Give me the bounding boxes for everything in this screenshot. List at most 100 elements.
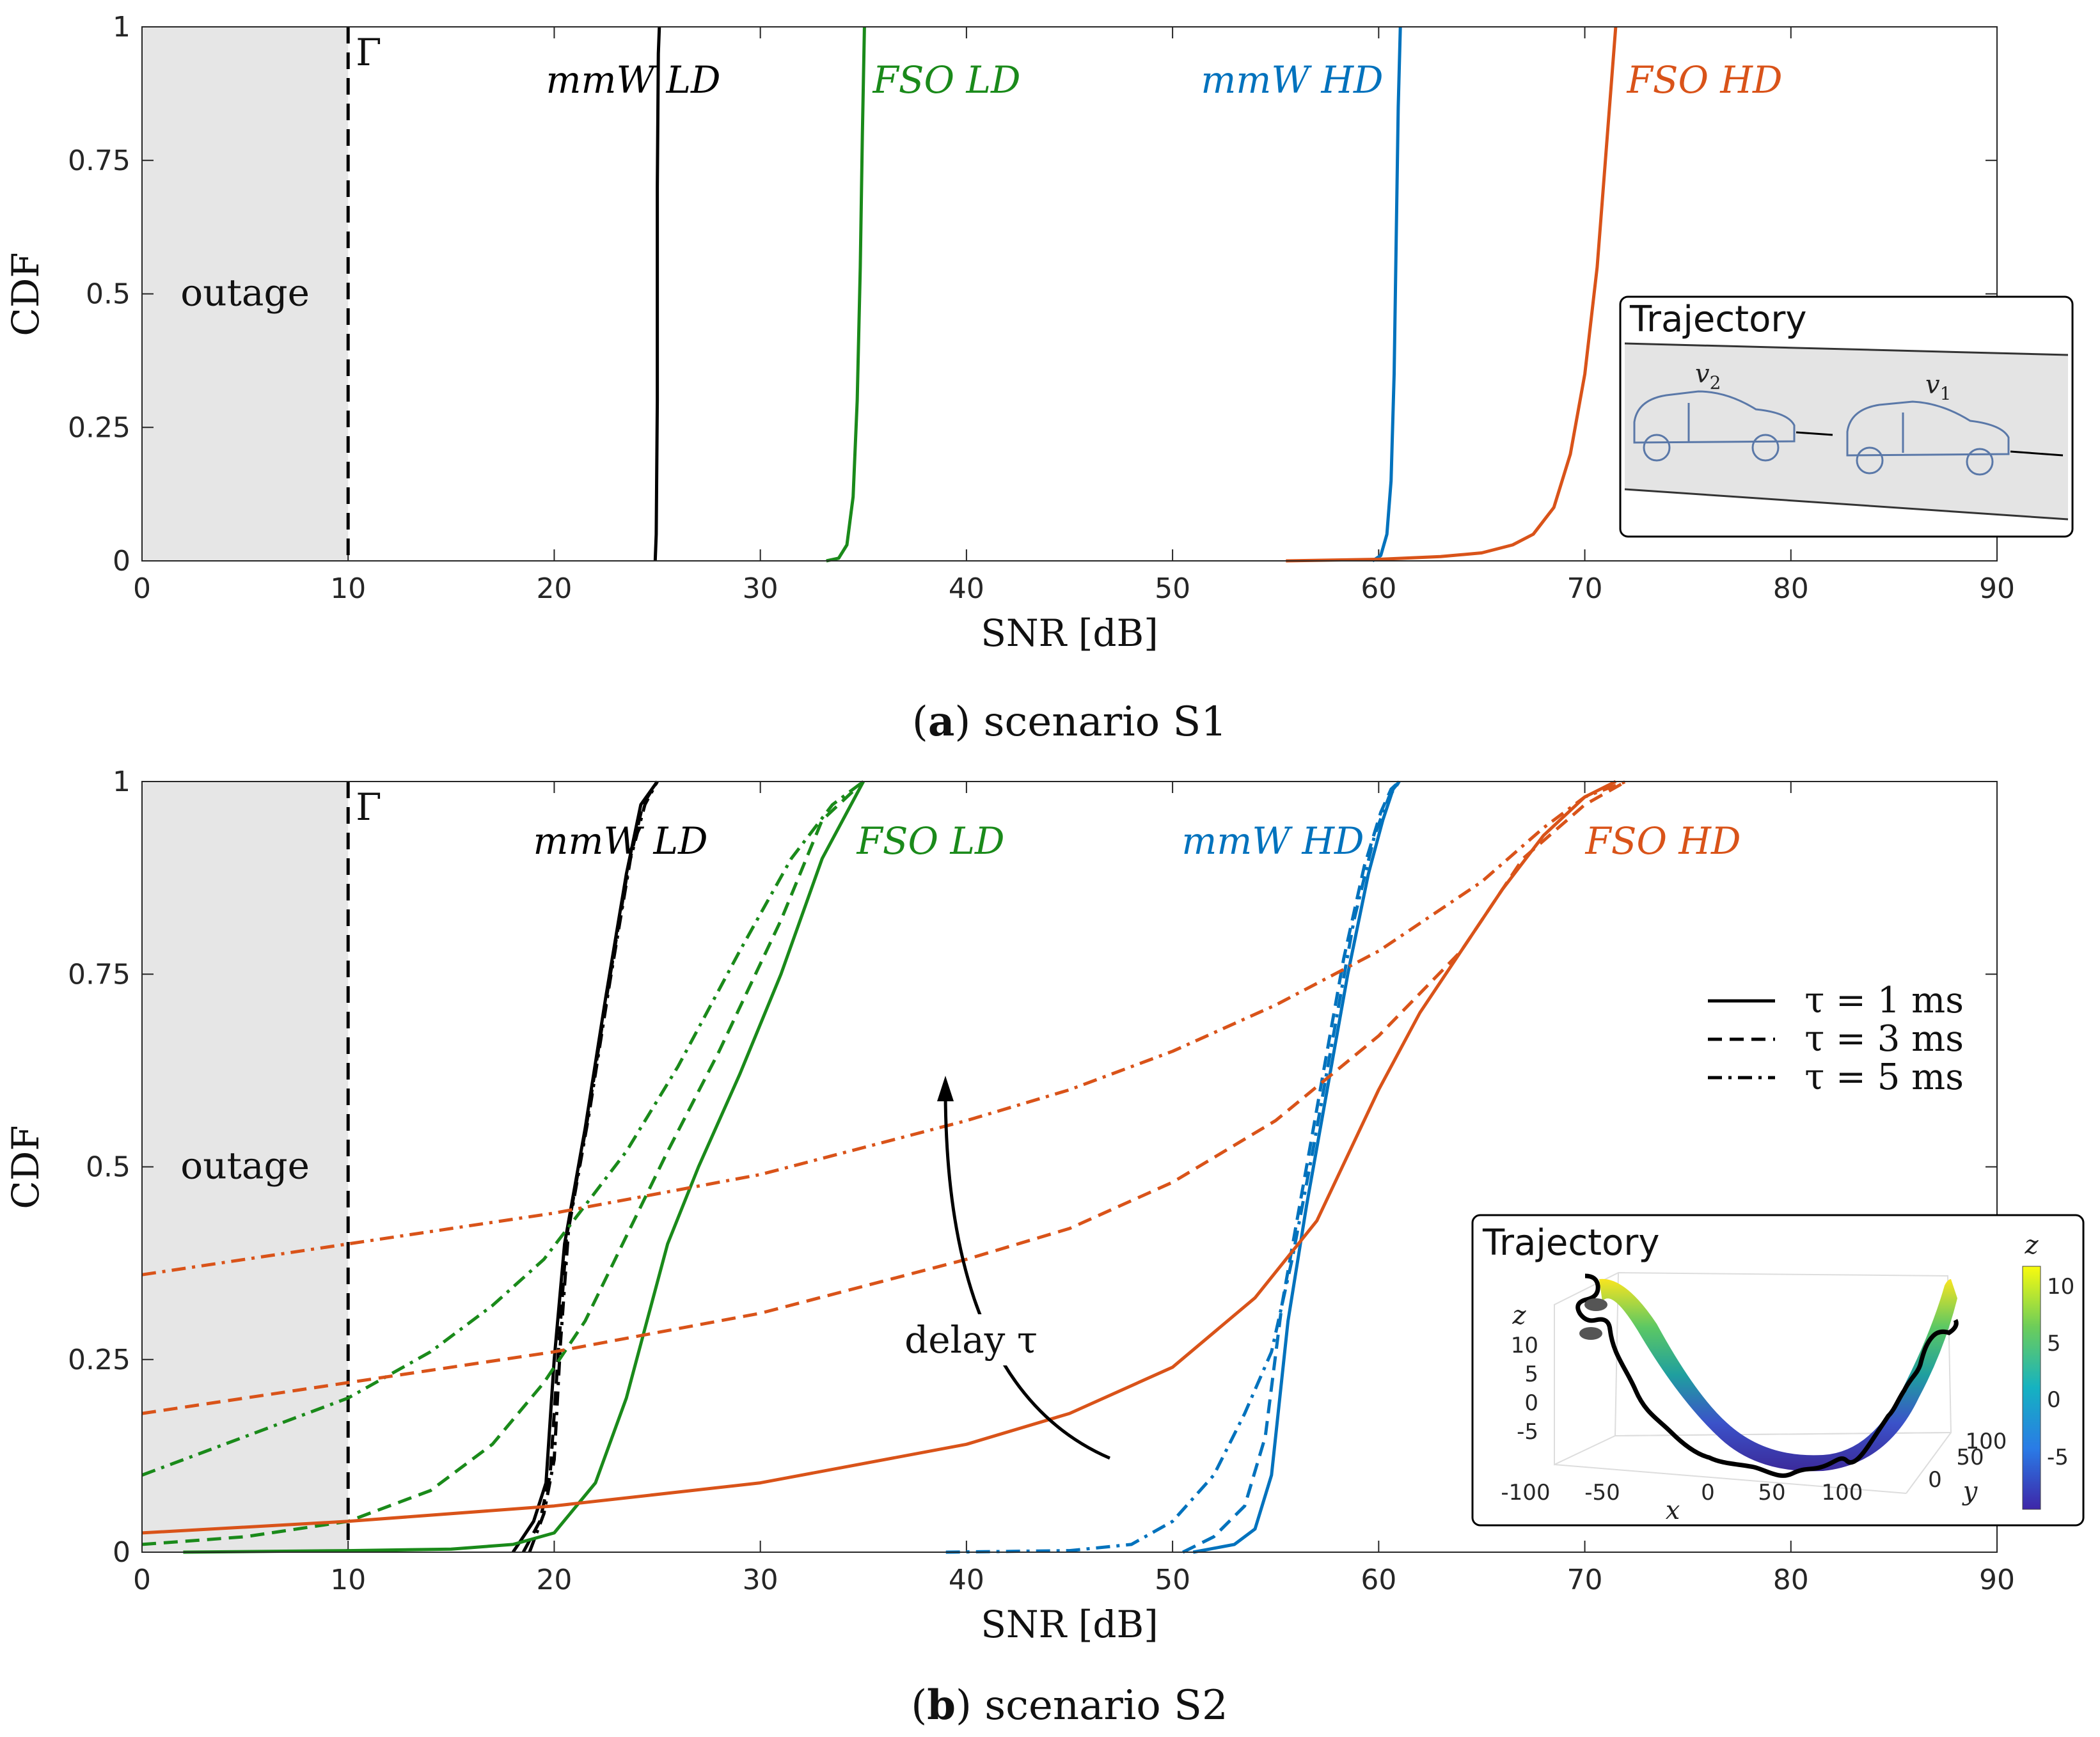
colorbar-tick-0: 0: [2047, 1387, 2061, 1413]
vehicle-icon-1: [1584, 1298, 1607, 1311]
label-fso-ld-b: FSO LD: [857, 819, 1005, 863]
x-tick-label: 30: [743, 1564, 778, 1596]
delay-label: delay τ: [904, 1318, 1038, 1362]
trajectory-path: [1575, 1273, 1959, 1478]
inset-trajectory-a: Trajectory v2 v1: [1619, 295, 2074, 538]
x-tick-label: 10: [330, 572, 366, 605]
threshold-label-b: Γ: [356, 785, 381, 829]
colorbar-tick-m5: -5: [2047, 1445, 2069, 1470]
vehicle-icon-2: [1579, 1327, 1602, 1340]
panel-a: outage 0 10 20 30 40 50 60 70 80 90 0 0.25 0.5 0.75 1…: [4, 11, 2074, 746]
series-line-mmw-hd-1: [1192, 780, 1401, 1554]
vehicle-v2-arrow: [1796, 431, 1833, 436]
inset-y-label: y: [1962, 1477, 1978, 1506]
legend: τ = 1 ms τ = 3 ms τ = 5 ms: [1708, 980, 1964, 1098]
series-line-fso-hd: [1286, 26, 1618, 563]
inset-z-tick-m5: -5: [1517, 1419, 1538, 1445]
vehicle-v1-arrow: [2010, 450, 2064, 457]
x-tick-label: 90: [1979, 1564, 2015, 1596]
x-axis-label-a: SNR [dB]: [981, 611, 1158, 655]
x-tick-label: 10: [330, 1564, 366, 1596]
legend-label-tau-5: τ = 5 ms: [1804, 1057, 1964, 1098]
y-axis-label-a: CDF: [4, 252, 47, 336]
x-tick-label: 0: [133, 1564, 151, 1596]
x-tick-label: 50: [1155, 572, 1190, 605]
vehicle-v1: [1846, 400, 2010, 476]
threshold-label-a: Γ: [356, 31, 381, 74]
x-tick-label: 0: [133, 572, 151, 605]
series-line-mmw-hd-5: [945, 780, 1401, 1554]
inset-y-tick-0: 0: [1928, 1467, 1942, 1493]
x-tick-label: 90: [1979, 572, 2015, 605]
series-line-fso-hd-3: [141, 780, 1627, 1415]
delay-label-bg: [899, 1314, 1043, 1365]
series-line-fso-ld-5: [141, 780, 865, 1477]
inset-x-label: x: [1666, 1496, 1680, 1525]
y-tick-label: 0: [113, 545, 130, 578]
series-line-fso-ld: [826, 26, 866, 563]
trajectory-surface: [1599, 1278, 1957, 1472]
inset-y-tick-100: 100: [1966, 1429, 2007, 1454]
inset-x-tick-0: 0: [1701, 1480, 1715, 1505]
series-line-mmw-hd: [1371, 26, 1402, 563]
inset-z-tick-10: 10: [1511, 1333, 1538, 1358]
x-tick-label: 40: [949, 572, 984, 605]
outage-label-a: outage: [180, 271, 310, 315]
colorbar-tick-5: 5: [2047, 1331, 2061, 1356]
x-axis-label-b: SNR [dB]: [981, 1603, 1158, 1646]
y-tick-label: 0.75: [68, 958, 130, 991]
y-tick-label: 0.25: [68, 411, 130, 444]
x-tick-label: 20: [536, 1564, 572, 1596]
series-line-fso-ld-1: [183, 780, 865, 1554]
outage-label-b: outage: [180, 1144, 310, 1188]
label-mmw-ld-b: mmW LD: [533, 819, 707, 863]
inset-x-tick-m50: -50: [1584, 1480, 1620, 1505]
y-tick-label: 0: [113, 1536, 130, 1569]
y-tick-label: 0.5: [86, 278, 130, 311]
x-tick-label: 40: [949, 1564, 984, 1596]
road-edge-bottom: [1624, 488, 2069, 521]
delay-arrow-head: [937, 1076, 954, 1101]
y-ticks-a: 0 0.25 0.5 0.75 1: [68, 11, 1997, 578]
y-tick-label: 1: [113, 766, 130, 798]
y-tick-label: 0.5: [86, 1151, 130, 1184]
x-tick-label: 80: [1773, 572, 1809, 605]
x-tick-label: 30: [743, 572, 778, 605]
inset-x-tick-50: 50: [1758, 1480, 1785, 1505]
inset-z-label: z: [1512, 1301, 1526, 1330]
colorbar-label: z: [2024, 1230, 2039, 1260]
label-fso-ld-a: FSO LD: [872, 58, 1021, 102]
series-line-fso-hd-5: [141, 780, 1627, 1277]
series-line-mmw-ld: [653, 26, 661, 562]
series-line-mmw-ld-5: [528, 780, 659, 1553]
panel-b: outage 0 10 20 30 40 50 60 70 80 90 00.250.50.751…: [4, 766, 2085, 1729]
inset-trajectory-b: Trajectory z 10 5 0 -5 -100 -50 0 50 100…: [1471, 1214, 2085, 1527]
y-ticks-b: 0 0.25 0.5 0.75 1: [68, 766, 1997, 1569]
label-fso-hd-a: FSO HD: [1626, 58, 1782, 102]
inset-x-tick-100: 100: [1822, 1480, 1863, 1505]
inset-z-tick-0: 0: [1524, 1390, 1538, 1416]
series-b: [141, 780, 1627, 1554]
x-ticks-a: 0 10 20 30 40 50 60 70 80 90: [133, 27, 2015, 605]
label-mmw-hd-a: mmW HD: [1201, 58, 1383, 102]
inset-title-a: Trajectory: [1629, 299, 1807, 340]
vehicle-v2: [1633, 390, 1796, 462]
legend-label-tau-1: τ = 1 ms: [1804, 980, 1964, 1021]
y-tick-label: 0.75: [68, 145, 130, 177]
series-line-mmw-hd-3: [1182, 780, 1401, 1554]
x-ticks-b: 0 10 20 30 40 50 60 70 80 90: [133, 782, 2015, 1596]
inset-y-tick-50: 50: [1956, 1445, 1984, 1470]
x-tick-label: 70: [1567, 572, 1603, 605]
colorbar: [2022, 1266, 2041, 1510]
x-tick-label: 80: [1773, 1564, 1809, 1596]
y-axis-label-b: CDF: [4, 1125, 47, 1209]
label-mmw-hd-b: mmW HD: [1181, 819, 1364, 863]
inset-title-b: Trajectory: [1482, 1222, 1660, 1264]
series-a: [653, 26, 1618, 563]
series-line-fso-hd-1: [141, 780, 1617, 1535]
outage-region-a: [142, 27, 349, 561]
label-fso-hd-b: FSO HD: [1584, 819, 1741, 863]
road-edge-top: [1624, 342, 2069, 356]
label-mmw-ld-a: mmW LD: [546, 58, 720, 102]
x-tick-label: 20: [536, 572, 572, 605]
